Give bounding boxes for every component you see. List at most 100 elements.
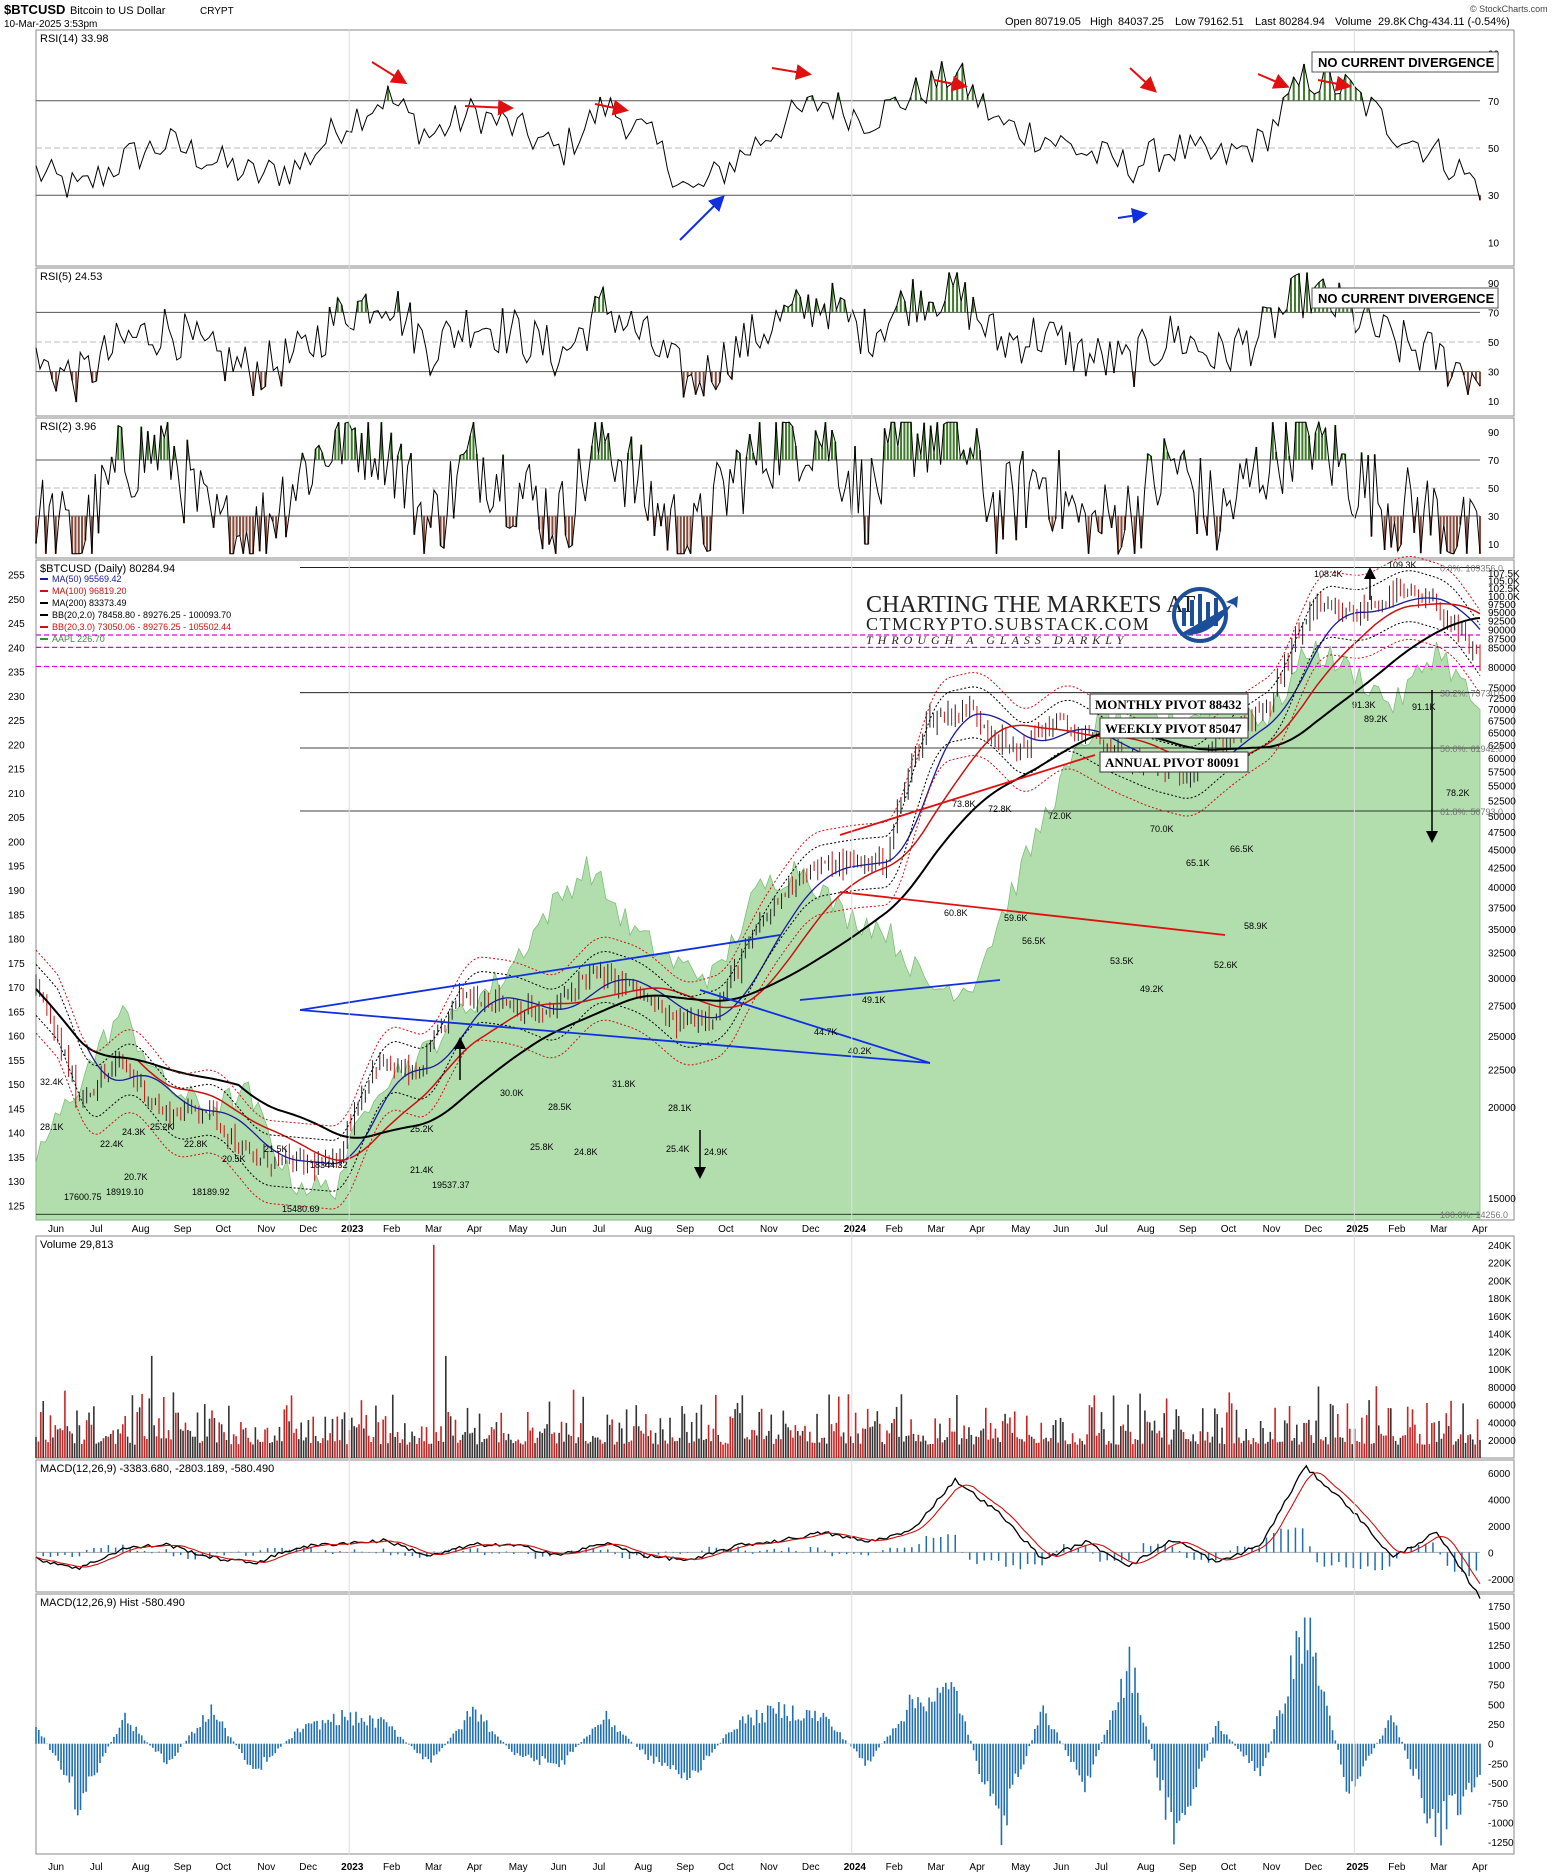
btc-axis-label: 102.5K <box>1488 584 1520 595</box>
point-label: 17600.75 <box>64 1192 102 1202</box>
watermark-line2: CTMCRYPTO.SUBSTACK.COM <box>866 614 1150 634</box>
open-label: Open <box>1005 16 1032 28</box>
hist-axis-label: 1250 <box>1488 1641 1511 1652</box>
aapl-axis-label: 205 <box>8 813 25 824</box>
point-label: 24.9K <box>704 1147 728 1157</box>
aapl-axis-label: 215 <box>8 765 25 776</box>
x-axis-label: May <box>1011 1862 1030 1872</box>
macd-panel: -2000 0 2000 4000 6000 <box>35 1464 1514 1599</box>
pivot-labels: MONTHLY PIVOT 88432 WEEKLY PIVOT 85047 A… <box>1089 693 1249 773</box>
high-label: High <box>1090 16 1113 28</box>
low-value: 79162.51 <box>1198 16 1244 28</box>
aapl-axis-label: 250 <box>8 595 25 606</box>
macd-line <box>35 1464 1481 1599</box>
aapl-axis-label: 240 <box>8 643 25 654</box>
trend-line <box>299 1009 931 1064</box>
weekly-pivot-label: WEEKLY PIVOT 85047 <box>1105 721 1242 736</box>
aapl-axis-label: 190 <box>8 886 25 897</box>
point-label: 19537.37 <box>432 1180 470 1190</box>
macd-axis-label: -2000 <box>1488 1575 1514 1586</box>
rsi-line <box>35 61 1481 201</box>
hist-axis-label: -500 <box>1488 1779 1508 1790</box>
aapl-axis-label: 170 <box>8 983 25 994</box>
point-label: 70.0K <box>1150 824 1174 834</box>
btc-axis-label: 65000 <box>1488 729 1516 740</box>
point-label: 44.7K <box>814 1027 838 1037</box>
point-label: 108.4K <box>1314 569 1343 579</box>
x-axis-label: Nov <box>257 1862 275 1872</box>
x-axis-label: Dec <box>802 1224 820 1235</box>
x-axis-label: 2024 <box>844 1224 867 1235</box>
blue-divergence-arrow <box>1117 207 1148 224</box>
x-axis-label: Feb <box>886 1862 904 1872</box>
hist-axis-label: -750 <box>1488 1799 1508 1810</box>
symbol-name: Bitcoin to US Dollar <box>70 5 166 17</box>
price-legend: MA(50) 95569.42 MA(100) 96819.20 MA(200) 8… <box>40 574 231 644</box>
point-label: 25.8K <box>530 1142 554 1152</box>
x-axis-label: Jun <box>48 1224 64 1235</box>
volume-axis-label: 180K <box>1488 1294 1512 1305</box>
monthly-pivot-label: MONTHLY PIVOT 88432 <box>1095 697 1242 712</box>
x-axis-label: 2025 <box>1346 1862 1369 1872</box>
x-axis-label: Dec <box>299 1224 317 1235</box>
aapl-axis-label: 160 <box>8 1032 25 1043</box>
point-label: 40.2K <box>848 1046 872 1056</box>
btc-axis-label: 87500 <box>1488 634 1516 645</box>
btc-axis-label: 90000 <box>1488 625 1516 636</box>
ctm-logo <box>1172 587 1238 643</box>
rsi-tick-label: 30 <box>1488 512 1500 523</box>
x-axis-label: Jun <box>48 1862 64 1872</box>
point-label: 28.5K <box>548 1102 572 1112</box>
btc-axis-label: 92500 <box>1488 617 1516 628</box>
hist-axis-label: 750 <box>1488 1681 1505 1692</box>
red-divergence-arrow <box>464 99 514 116</box>
x-axis-label: Apr <box>467 1224 483 1235</box>
x-axis-label: 2023 <box>341 1862 364 1872</box>
open-value: 80719.05 <box>1035 16 1081 28</box>
divergence-label-rsi5: NO CURRENT DIVERGENCE <box>1318 291 1495 306</box>
point-label: 22.4K <box>100 1139 124 1149</box>
x-axis-label: Sep <box>676 1862 694 1872</box>
volume-axis-label: 200K <box>1488 1276 1512 1287</box>
volume-axis-label: 220K <box>1488 1259 1512 1270</box>
x-axis-label: Oct <box>718 1224 734 1235</box>
hist-axis-label: 1500 <box>1488 1622 1511 1633</box>
rsi-panel-1: 10 30 50 70 90 <box>35 272 1500 408</box>
x-axis-label: Apr <box>1472 1224 1488 1235</box>
point-label: 53.5K <box>1110 956 1134 966</box>
btc-axis-label: 47500 <box>1488 828 1516 839</box>
btc-axis-label: 97500 <box>1488 600 1516 611</box>
rsi-tick-label: 30 <box>1488 368 1500 379</box>
rsi-tick-label: 90 <box>1488 279 1500 290</box>
btc-axis-label: 55000 <box>1488 782 1516 793</box>
red-divergence-arrow <box>1129 67 1157 93</box>
rsi-tick-label: 30 <box>1488 191 1500 202</box>
btc-axis-label: 95000 <box>1488 608 1516 619</box>
point-label: 49.1K <box>862 995 886 1005</box>
red-divergence-arrow <box>933 75 968 92</box>
legend-entry: BB(20,3.0) 73050.06 - 89276.25 - 105502.… <box>52 622 231 632</box>
macd-axis-label: 0 <box>1488 1548 1494 1559</box>
x-axis-label: Jun <box>1053 1862 1069 1872</box>
red-divergence-arrow <box>1257 73 1290 89</box>
aapl-axis-label: 135 <box>8 1153 25 1164</box>
trend-line <box>699 989 931 1064</box>
legend-entry: BB(20,2.0) 78458.80 - 89276.25 - 100093.… <box>52 610 231 620</box>
x-axis-label: Nov <box>760 1862 778 1872</box>
btc-axis-label: 80000 <box>1488 663 1516 674</box>
x-axis-label: Sep <box>174 1862 192 1872</box>
point-label: 22.8K <box>184 1139 208 1149</box>
watermark-line1: CHARTING THE MARKETS AT <box>866 592 1196 618</box>
x-axis-label: Feb <box>1388 1862 1406 1872</box>
watermark-line3: THROUGH A GLASS DARKLY <box>866 633 1128 647</box>
trend-line <box>839 754 1096 836</box>
x-axis-label: Jul <box>1095 1224 1108 1235</box>
rsi14-title: RSI(14) 33.98 <box>40 33 108 45</box>
hist-title: MACD(12,26,9) Hist -580.490 <box>40 1597 185 1609</box>
aapl-axis-label: 180 <box>8 935 25 946</box>
volume-label: Volume <box>1335 16 1372 28</box>
btc-axis-label: 15000 <box>1488 1194 1516 1205</box>
x-axis-label: Dec <box>1304 1224 1322 1235</box>
